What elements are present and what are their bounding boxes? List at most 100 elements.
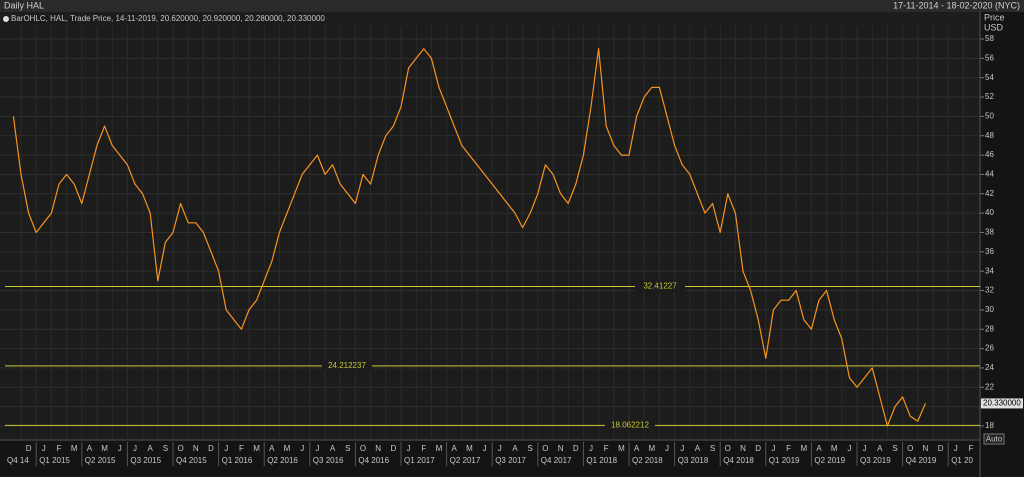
month-label: J [483,444,487,453]
level-label-bg [605,420,655,431]
month-label: N [558,444,564,453]
month-label: F [239,444,244,453]
month-label: M [466,444,473,453]
quarter-label: Q1 2016 [222,456,253,465]
month-label: M [101,444,108,453]
quarter-label: Q4 2019 [906,456,937,465]
quarter-label: Q2 2018 [632,456,663,465]
month-label: M [831,444,838,453]
month-label: D [391,444,397,453]
month-label: A [512,444,518,453]
month-label: S [345,444,350,453]
month-label: A [877,444,883,453]
month-label: N [375,444,381,453]
month-label: F [57,444,62,453]
month-label: A [634,444,640,453]
quarter-label: Q4 2015 [176,456,207,465]
quarter-label: Q4 2017 [541,456,572,465]
level-label-bg [635,281,685,292]
month-label: D [208,444,214,453]
y-tick-label: 52 [985,92,994,101]
y-tick-label: 24 [985,363,994,372]
level-label: 32.41227 [643,282,677,291]
quarter-label: Q2 2017 [450,456,481,465]
quarter-label: Q1 2018 [586,456,617,465]
level-label: 18.062212 [611,420,649,429]
month-label: D [938,444,944,453]
level-label: 24.212237 [328,361,366,370]
y-tick-label: 54 [985,73,994,82]
y-tick-label: 32 [985,286,994,295]
legend-icon [3,16,9,22]
y-tick-label: 58 [985,34,994,43]
month-label: N [740,444,746,453]
y-tick-label: 42 [985,189,994,198]
y-tick-label: 44 [985,170,994,179]
quarter-label: Q1 2015 [39,456,70,465]
y-tick-label: 50 [985,112,994,121]
month-label: O [542,444,548,453]
quarter-label: Q1 20 [951,456,973,465]
y-tick-label: 18 [985,421,994,430]
month-label: F [786,444,791,453]
month-label: J [863,444,867,453]
chart-title: Daily HAL [4,0,44,10]
quarter-label: Q3 2016 [313,456,344,465]
quarter-label: Q2 2019 [814,456,845,465]
month-label: O [360,444,366,453]
header-bar [0,0,1024,12]
month-label: N [923,444,929,453]
legend-text: BarOHLC, HAL, Trade Price, 14-11-2019, 2… [11,14,325,23]
month-label: A [148,444,154,453]
month-label: J [498,444,502,453]
date-range: 17-11-2014 - 18-02-2020 (NYC) [893,0,1020,10]
month-label: J [133,444,137,453]
month-label: O [177,444,183,453]
quarter-label: Q3 2019 [860,456,891,465]
month-label: A [87,444,93,453]
month-label: J [300,444,304,453]
month-label: J [118,444,122,453]
y-tick-label: 22 [985,382,994,391]
month-label: O [725,444,731,453]
month-label: D [573,444,579,453]
month-label: S [163,444,168,453]
month-label: A [330,444,336,453]
month-label: N [193,444,199,453]
auto-button[interactable] [983,433,1005,445]
month-label: D [26,444,32,453]
axis-unit: USD [984,22,1004,32]
quarter-label: Q3 2017 [495,456,526,465]
quarter-label: Q2 2015 [85,456,116,465]
month-label: M [284,444,291,453]
month-label: S [892,444,897,453]
month-label: M [71,444,78,453]
month-label: S [528,444,533,453]
y-tick-label: 38 [985,228,994,237]
month-label: M [436,444,443,453]
y-tick-label: 48 [985,131,994,140]
quarter-label: Q1 2017 [404,456,435,465]
month-label: J [315,444,319,453]
axis-title: Price [984,12,1005,22]
month-label: J [847,444,851,453]
y-tick-label: 28 [985,324,994,333]
y-tick-label: 40 [985,208,994,217]
quarter-label: Q4 2016 [358,456,389,465]
quarter-label: Q2 2016 [267,456,298,465]
quarter-label: Q4 2018 [723,456,754,465]
last-price-tag [981,398,1023,409]
month-label: J [665,444,669,453]
month-label: J [589,444,593,453]
quarter-label: Q1 2019 [769,456,800,465]
level-label-bg [322,360,372,371]
y-tick-label: 30 [985,305,994,314]
y-tick-label: 36 [985,247,994,256]
auto-label[interactable]: Auto [986,435,1003,444]
month-label: J [680,444,684,453]
month-label: D [755,444,761,453]
month-label: F [604,444,609,453]
